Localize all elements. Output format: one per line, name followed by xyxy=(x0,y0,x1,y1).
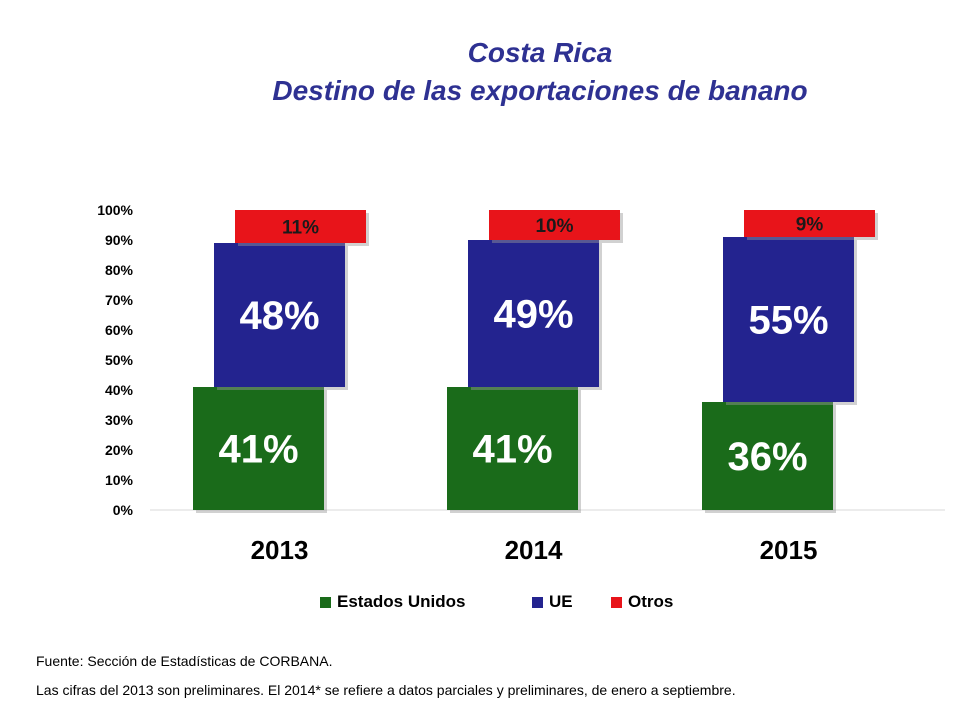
x-tick-label: 2015 xyxy=(760,535,818,565)
y-tick-label: 30% xyxy=(105,412,134,428)
data-note: Las cifras del 2013 son preliminares. El… xyxy=(36,682,736,698)
bar-estados-unidos-2013 xyxy=(193,387,324,510)
legend-label-estados-unidos: Estados Unidos xyxy=(337,592,466,611)
chart-legend: Estados Unidos UE Otros xyxy=(0,592,960,616)
bar-estados-unidos-2015 xyxy=(702,402,833,510)
bar-otros-2013 xyxy=(235,210,366,243)
bar-estados-unidos-2014 xyxy=(447,387,578,510)
data-label: 48% xyxy=(239,294,319,338)
legend-label-ue: UE xyxy=(549,592,573,611)
chart-title-line1: Costa Rica xyxy=(467,37,613,68)
data-label: 41% xyxy=(472,428,552,472)
x-tick-label: 2014 xyxy=(505,535,563,565)
data-label: 11% xyxy=(282,218,319,239)
y-tick-label: 60% xyxy=(105,322,134,338)
chart-title-line2: Destino de las exportaciones de banano xyxy=(272,75,808,106)
y-tick-label: 70% xyxy=(105,292,134,308)
bar-otros-2015 xyxy=(744,210,875,237)
data-label: 55% xyxy=(748,299,828,343)
legend-swatch-otros xyxy=(611,596,622,608)
data-label: 36% xyxy=(727,435,807,479)
data-label: 49% xyxy=(493,293,573,337)
legend-item-estados-unidos: Estados Unidos xyxy=(320,592,465,612)
y-tick-label: 80% xyxy=(105,262,134,278)
data-label: 41% xyxy=(218,428,298,472)
legend-item-ue: UE xyxy=(532,592,573,612)
y-tick-label: 10% xyxy=(105,472,134,488)
y-tick-label: 100% xyxy=(97,202,133,218)
bar-ue-2015 xyxy=(723,237,854,402)
source-note: Fuente: Sección de Estadísticas de CORBA… xyxy=(36,653,333,669)
bar-ue-2013 xyxy=(214,243,345,387)
y-tick-label: 0% xyxy=(113,502,134,518)
bar-ue-2014 xyxy=(468,240,599,387)
data-label: 9% xyxy=(796,215,824,236)
y-tick-label: 20% xyxy=(105,442,134,458)
data-label: 10% xyxy=(535,216,573,237)
y-tick-label: 90% xyxy=(105,232,134,248)
legend-swatch-ue xyxy=(532,596,543,608)
y-tick-label: 40% xyxy=(105,382,134,398)
legend-swatch-estados-unidos xyxy=(320,596,331,608)
bar-otros-2014 xyxy=(489,210,620,240)
x-tick-label: 2013 xyxy=(251,535,309,565)
y-tick-label: 50% xyxy=(105,352,134,368)
legend-item-otros: Otros xyxy=(611,592,673,612)
legend-label-otros: Otros xyxy=(628,592,674,611)
